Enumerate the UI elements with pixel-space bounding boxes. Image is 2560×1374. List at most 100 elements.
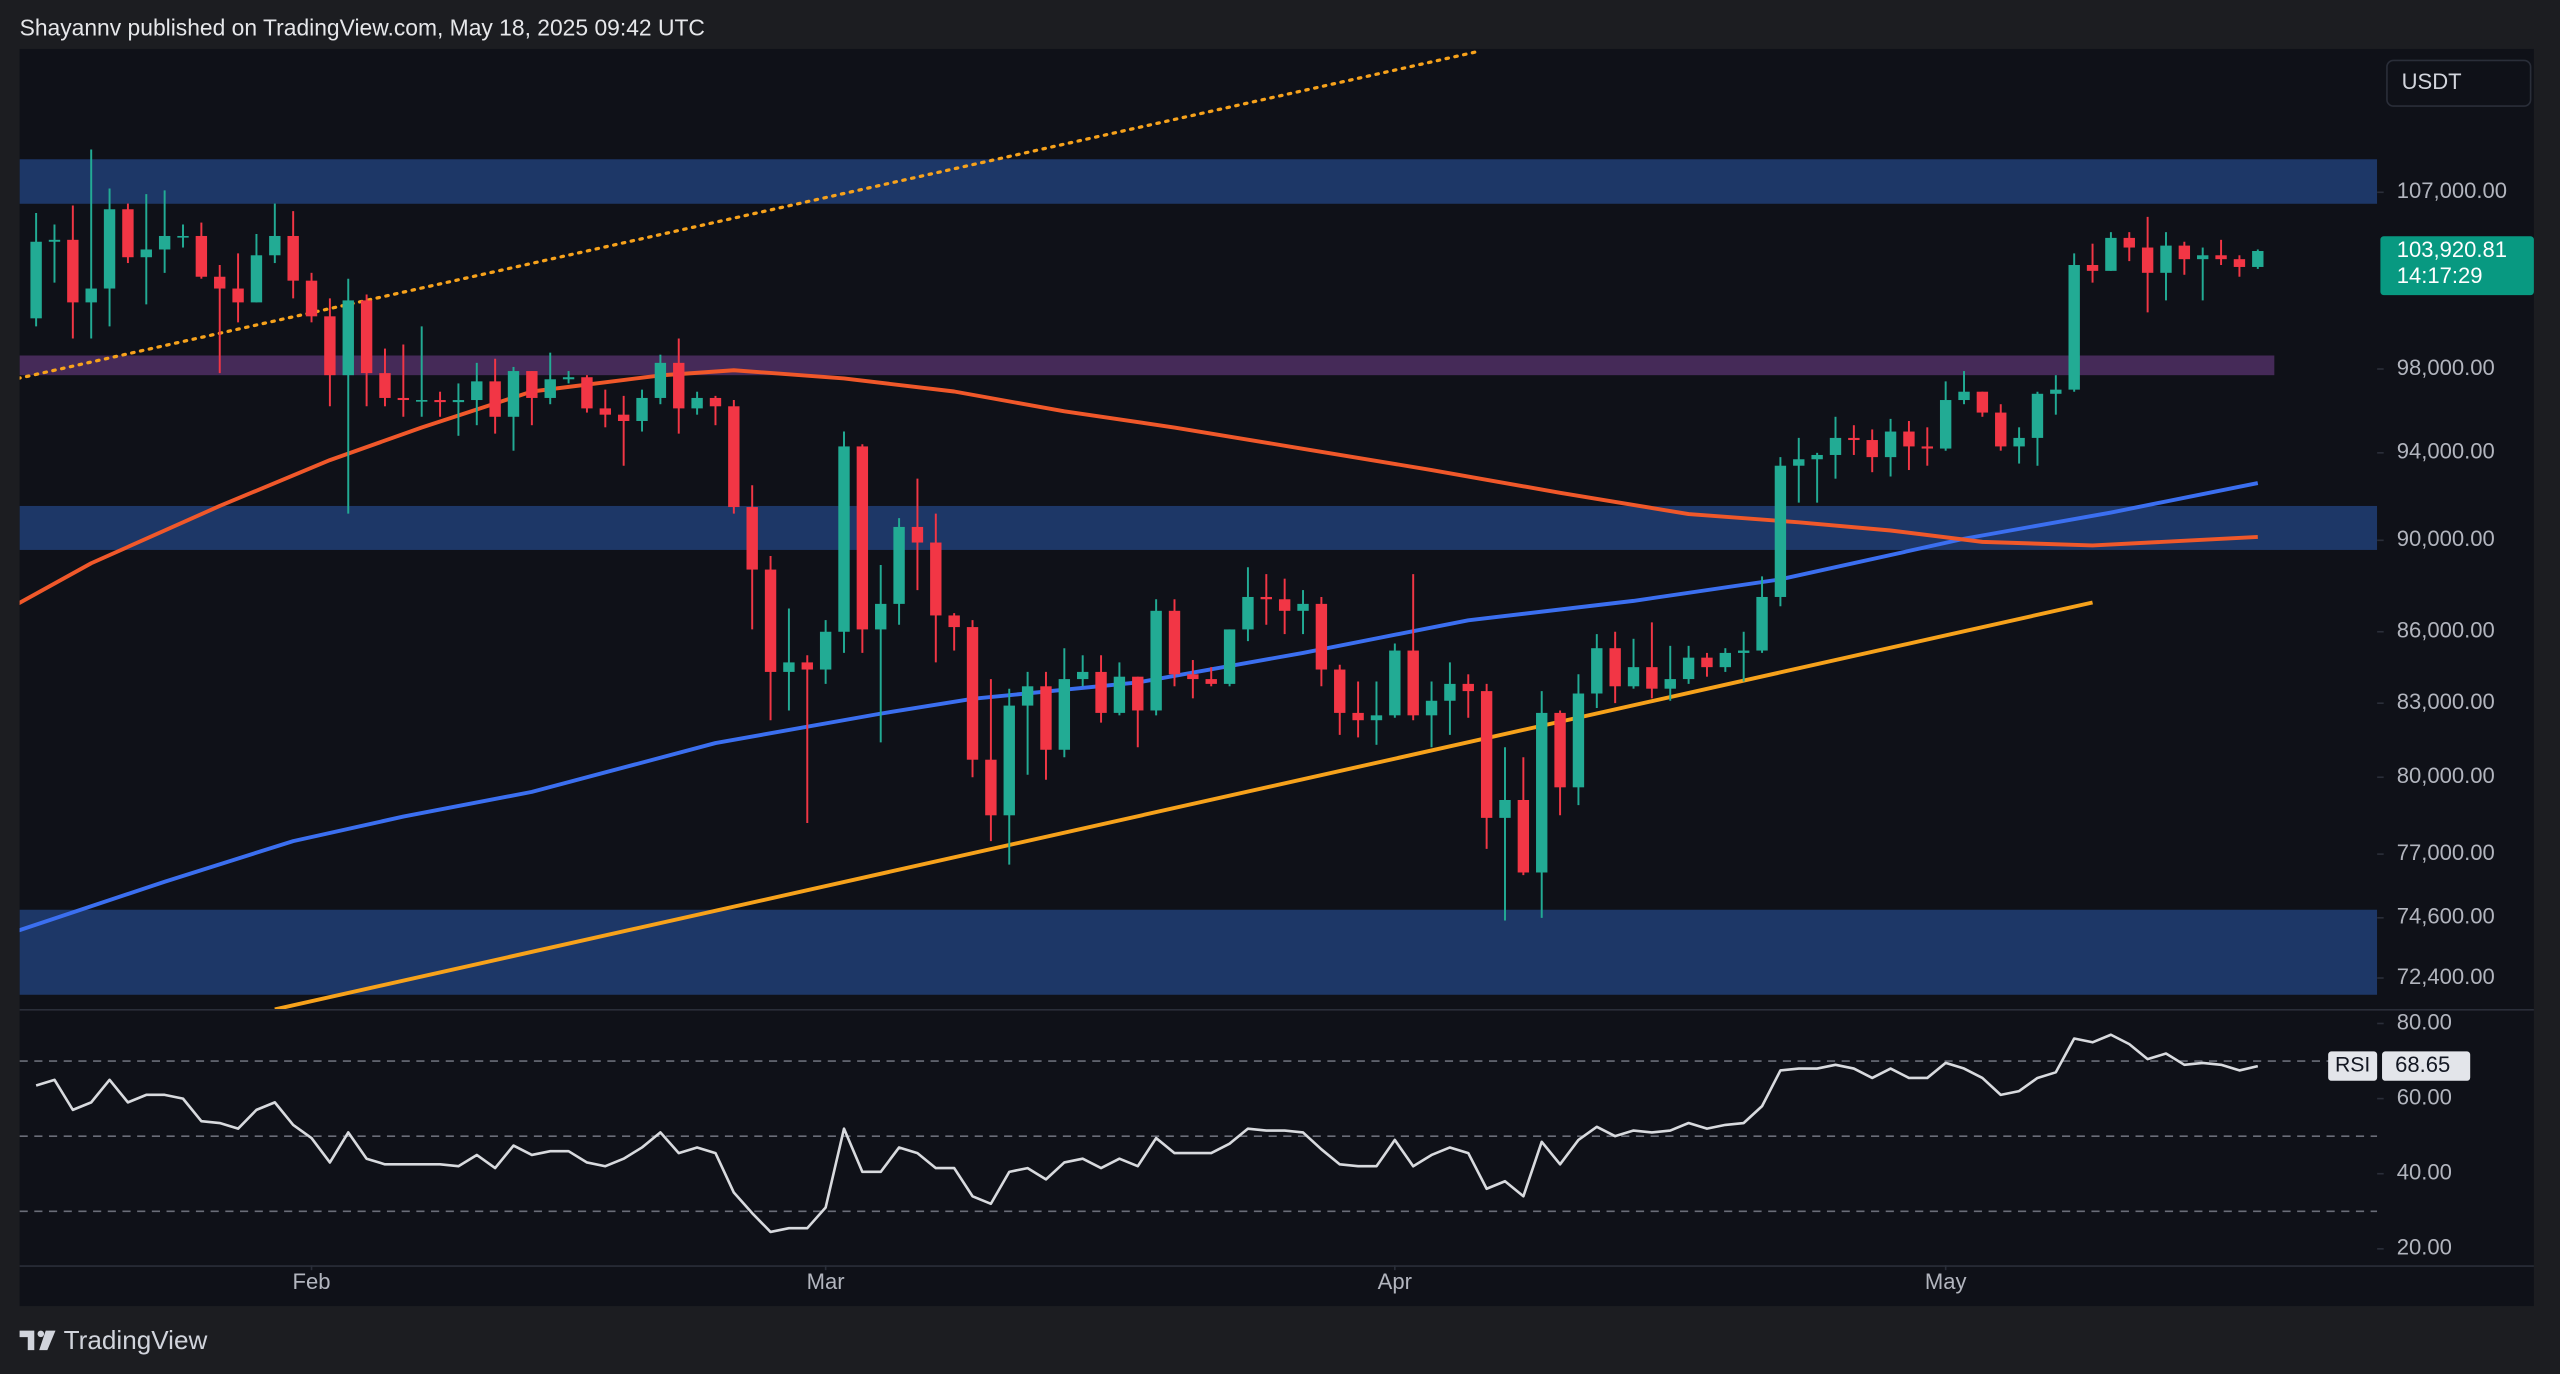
candle-body (966, 627, 979, 760)
zone (19, 159, 2378, 204)
candle-body (2233, 259, 2246, 267)
publisher-line: Shayannv published on TradingView.com, M… (20, 14, 705, 40)
candle-body (324, 316, 336, 376)
candle-body (819, 631, 832, 670)
y-tick-label: 90,000.00 (2397, 526, 2495, 551)
candle-body (911, 526, 924, 543)
candle-body (1058, 679, 1071, 750)
candle-body (397, 397, 410, 401)
brand-logo (19, 1330, 56, 1351)
candle-body (2141, 247, 2154, 273)
logo-part (39, 1330, 56, 1351)
candle-body (1297, 603, 1309, 611)
candle-body (1168, 610, 1181, 675)
y-tick-label: 83,000.00 (2397, 689, 2495, 714)
candle-body (673, 362, 685, 409)
candle-body (1756, 596, 1768, 651)
candle-body (1646, 667, 1658, 689)
candle-body (1921, 446, 1933, 449)
candle-body (177, 235, 189, 238)
y-tick-label: 107,000.00 (2397, 178, 2507, 203)
candle-body (1077, 671, 1089, 680)
candle-body (1995, 412, 2007, 447)
candle-body (1407, 650, 1419, 716)
candle-body (526, 371, 538, 398)
candle-body (746, 507, 758, 570)
candle-body (728, 406, 740, 508)
candle-body (581, 377, 593, 409)
candle-body (360, 300, 373, 374)
candle-body (1811, 454, 1823, 460)
candle-body (250, 255, 263, 303)
candle-body (1719, 652, 1732, 668)
candle-body (2068, 265, 2080, 390)
candle-body (1591, 648, 1603, 694)
candle-body (1315, 603, 1328, 670)
candle-body (875, 603, 887, 630)
trend-line (19, 368, 2258, 606)
candle-body (1939, 400, 1952, 449)
y-tick-label: 60.00 (2397, 1084, 2452, 1109)
candle-body (2160, 245, 2172, 273)
y-tick-label: 80,000.00 (2397, 763, 2495, 788)
candle-body (1976, 391, 1989, 413)
candle-body (1866, 440, 1878, 458)
candle-body (617, 414, 630, 421)
candle-body (214, 276, 226, 289)
rsi-value-box (2382, 1051, 2471, 1081)
candle-body (232, 288, 244, 303)
candle-body (856, 446, 869, 630)
candle-body (1242, 596, 1254, 630)
candle-body (1352, 712, 1364, 721)
candle-body (1682, 657, 1695, 680)
candle-body (1132, 676, 1144, 711)
candle-body (67, 239, 79, 303)
rsi-line (35, 1033, 2259, 1234)
candle-body (30, 241, 42, 319)
candle-body (379, 373, 391, 398)
candle-body (1425, 700, 1438, 716)
candle-body (2215, 255, 2227, 260)
y-tick-label: 72,400.00 (2397, 964, 2495, 989)
x-tick-label: Mar (807, 1269, 845, 1294)
candle-body (1095, 671, 1107, 713)
y-tick-label: 77,000.00 (2397, 840, 2495, 865)
candle-body (48, 239, 61, 242)
x-tick-label: Apr (1378, 1269, 1412, 1294)
y-tick-label: 94,000.00 (2397, 439, 2495, 464)
currency-label: USDT (2402, 69, 2462, 94)
candle-body (305, 280, 318, 317)
logo-part (37, 1330, 45, 1338)
candle-body (1554, 712, 1566, 788)
candle-body (1701, 657, 1713, 668)
candle-body (452, 400, 465, 403)
candle-body (103, 209, 116, 289)
y-tick-label: 20.00 (2397, 1235, 2452, 1260)
candle-body (691, 397, 703, 409)
candle-body (948, 615, 960, 628)
candle-body (838, 446, 850, 632)
candle-body (507, 371, 520, 417)
currency-button[interactable] (2386, 59, 2532, 107)
candle-body (1260, 596, 1272, 600)
candle-body (636, 397, 648, 421)
candle-body (1664, 679, 1676, 689)
candle-body (1462, 683, 1474, 692)
candle-body (1499, 799, 1511, 818)
candle-body (1774, 465, 1787, 597)
candle-body (1517, 799, 1530, 873)
candle-body (801, 662, 813, 670)
rsi-value-label: 68.65 (2395, 1052, 2450, 1077)
candle-body (1334, 669, 1346, 713)
brand-name: TradingView (64, 1325, 208, 1355)
candle-body (416, 400, 428, 402)
candle-body (1884, 431, 1897, 458)
candle-body (1150, 610, 1162, 711)
candle-body (2031, 393, 2044, 438)
x-tick-label: Feb (293, 1269, 331, 1294)
zone (19, 355, 2275, 376)
candle-body (1444, 683, 1456, 701)
candle-body (2123, 237, 2135, 248)
